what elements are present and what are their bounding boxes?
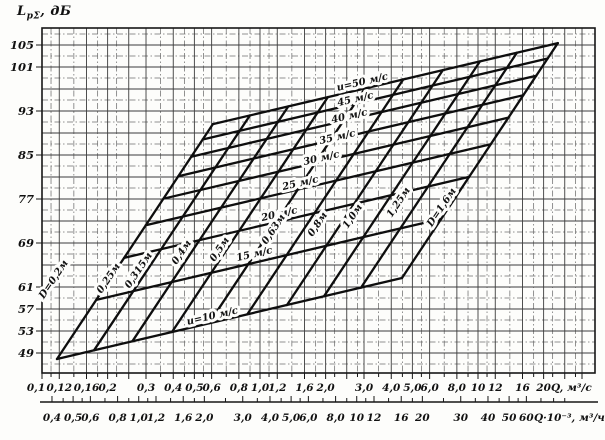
x2-tick-label: 16 [394,412,409,424]
x1-tick-label: 1,0 [251,382,270,394]
plot-frame [41,27,596,374]
x1-tick-label: 0,16 [74,382,100,394]
diameter-line-d0.5 [207,87,367,325]
x2-tick-label: 50 [502,412,517,424]
y-tick-label: 69 [18,236,34,250]
diameter-line-d0.63 [246,78,405,316]
x1-tick-label: 10 [471,382,486,394]
x1-tick-label: 16 [515,382,530,394]
diameter-line-d0.4 [170,95,330,334]
velocity-line-u30 [162,116,510,200]
velocity-line-u20 [122,175,471,260]
x2-tick-label: 1,6 [174,412,193,424]
diameter-line-d0.25 [92,114,252,352]
velocity-line-u45 [201,57,549,141]
x2-tick-label: 0,4 [43,412,61,424]
x2-tick-label: 4,0 [261,412,280,424]
y-tick-label: 53 [18,324,34,338]
diameter-line-d1 [322,60,482,298]
x1-tick-label: 12 [488,382,503,394]
x1-tick-label: 0,2 [98,382,116,394]
x2-tick-label: 0,6 [81,412,100,424]
x2-tick-label: 1,2 [147,412,165,424]
x2-tick-label: 12 [367,412,382,424]
x2-tick-label: 6,0 [299,412,318,424]
x1-unit-label: Q, м³/с [551,382,592,394]
x2-tick-label: 60 [519,412,534,424]
x2-tick-label: 30 [453,412,468,424]
x2-tick-label: 1,0 [130,412,149,424]
velocity-line-u15 [95,217,443,301]
y-axis-title-main: L [17,4,27,19]
x1-tick-label: 8,0 [448,382,467,394]
y-tick-label: 105 [10,38,34,52]
y-tick-label: 93 [18,104,34,118]
x1-tick-label: 4,0 [382,382,401,394]
velocity-line-u50 [211,41,560,126]
y-axis-title-sub: pΣ [26,11,41,22]
x1-tick-label: 1,2 [268,382,286,394]
x1-tick-label: 0,4 [164,382,182,394]
velocity-line-u25 [144,143,492,227]
diameter-line-d1.25 [359,51,519,289]
diameter-line-d0.2 [55,122,215,361]
x1-tick-label: 0,8 [230,382,249,394]
x2-tick-label: 10 [349,412,364,424]
y-tick-label: 49 [18,346,34,360]
x2-tick-label: 40 [481,412,496,424]
x2-tick-label: 20 [414,412,430,424]
x1-tick-label: 3,0 [355,382,374,394]
x2-tick-label: 8,0 [326,412,345,424]
velocity-line-label: 40 м/с [330,107,368,126]
velocity-line-u40 [190,74,538,158]
diameter-line-label: 0,25м [95,261,123,295]
x1-tick-label: 0,5 [185,382,203,394]
x1-tick-label: 6,0 [420,382,439,394]
y-axis-title-unit: , дБ [40,4,72,19]
velocity-line-label: 15 м/с [235,245,273,264]
diameter-line-d0.8 [285,68,445,307]
x1-tick-label: 0,12 [46,382,72,394]
x1-tick-label: 2,0 [315,382,335,394]
y-tick-label: 85 [18,148,34,162]
velocity-line-label: 30 м/с [302,149,340,168]
x2-tick-label: 5,0 [282,412,301,424]
x1-tick-label: 0,6 [202,382,221,394]
x2-tick-label: 2,0 [194,412,214,424]
x1-tick-label: 0,3 [137,382,155,394]
x2-unit-label: Q·10⁻³, м³/ч [534,412,605,424]
y-axis-title: LpΣ, дБ [17,4,72,22]
diameter-line-d0.315 [131,105,290,343]
x1-tick-label: 5,0 [403,382,422,394]
diameter-line-d1.6 [400,41,560,280]
x2-tick-label: 0,5 [64,412,82,424]
y-tick-label: 61 [18,280,34,294]
x2-tick-label: 3,0 [234,412,253,424]
y-tick-label: 57 [18,302,34,316]
x1-tick-label: 20 [535,382,551,394]
x1-tick-label: 0,1 [27,382,45,394]
x1-tick-label: 1,6 [295,382,314,394]
y-tick-label: 77 [18,192,34,206]
velocity-line-u10 [55,276,404,361]
y-tick-label: 101 [10,60,34,74]
velocity-line-u35 [177,94,525,178]
x2-tick-label: 0,8 [108,412,127,424]
